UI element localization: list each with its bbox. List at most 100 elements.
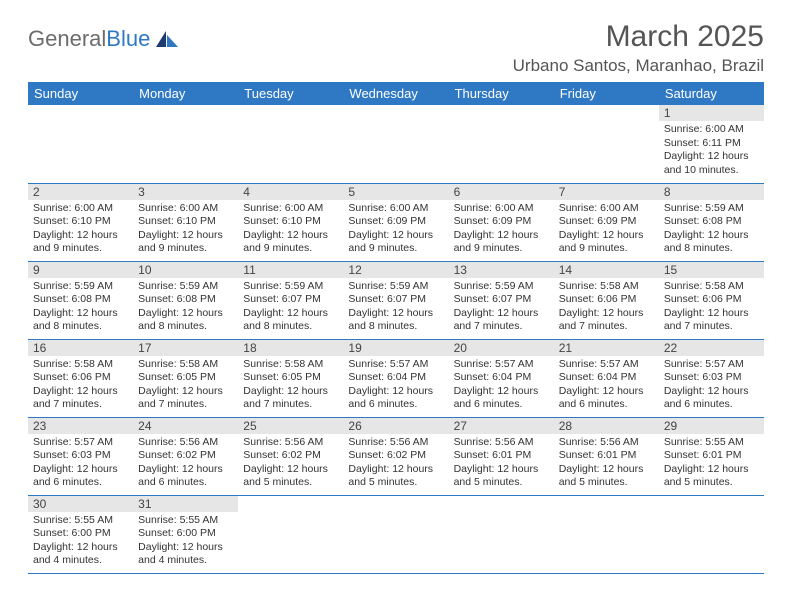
brand-part2: Blue [106,26,150,52]
sunrise-line: Sunrise: 6:00 AM [33,202,128,216]
calendar-body: 1Sunrise: 6:00 AMSunset: 6:11 PMDaylight… [28,105,764,573]
calendar-day-cell: 24Sunrise: 5:56 AMSunset: 6:02 PMDayligh… [133,417,238,495]
calendar-day-cell: 21Sunrise: 5:57 AMSunset: 6:04 PMDayligh… [554,339,659,417]
day-number: 19 [343,340,448,356]
calendar-empty-cell [554,495,659,573]
sunrise-line: Sunrise: 5:58 AM [33,358,128,372]
sunrise-line: Sunrise: 5:55 AM [33,514,128,528]
sunrise-line: Sunrise: 5:59 AM [348,280,443,294]
sunset-line: Sunset: 6:02 PM [138,449,233,463]
daylight-line: Daylight: 12 hours and 4 minutes. [33,541,128,568]
sunset-line: Sunset: 6:08 PM [33,293,128,307]
daylight-line: Daylight: 12 hours and 5 minutes. [559,463,654,490]
sunrise-line: Sunrise: 6:00 AM [348,202,443,216]
calendar-empty-cell [554,105,659,183]
calendar-week-row: 30Sunrise: 5:55 AMSunset: 6:00 PMDayligh… [28,495,764,573]
day-number: 30 [28,496,133,512]
calendar-day-cell: 29Sunrise: 5:55 AMSunset: 6:01 PMDayligh… [659,417,764,495]
day-details: Sunrise: 5:57 AMSunset: 6:03 PMDaylight:… [28,434,133,495]
calendar-day-cell: 2Sunrise: 6:00 AMSunset: 6:10 PMDaylight… [28,183,133,261]
sunrise-line: Sunrise: 5:56 AM [348,436,443,450]
location: Urbano Santos, Maranhao, Brazil [513,56,764,76]
sunrise-line: Sunrise: 5:58 AM [559,280,654,294]
day-details: Sunrise: 6:00 AMSunset: 6:09 PMDaylight:… [343,200,448,261]
calendar-day-cell: 16Sunrise: 5:58 AMSunset: 6:06 PMDayligh… [28,339,133,417]
day-number: 17 [133,340,238,356]
brand-logo: GeneralBlue [28,20,180,52]
day-details: Sunrise: 5:58 AMSunset: 6:05 PMDaylight:… [238,356,343,417]
day-details: Sunrise: 5:58 AMSunset: 6:05 PMDaylight:… [133,356,238,417]
sunset-line: Sunset: 6:10 PM [33,215,128,229]
daylight-line: Daylight: 12 hours and 7 minutes. [664,307,759,334]
calendar-day-cell: 22Sunrise: 5:57 AMSunset: 6:03 PMDayligh… [659,339,764,417]
day-number: 6 [449,184,554,200]
weekday-header-row: SundayMondayTuesdayWednesdayThursdayFrid… [28,82,764,105]
daylight-line: Daylight: 12 hours and 6 minutes. [664,385,759,412]
daylight-line: Daylight: 12 hours and 9 minutes. [33,229,128,256]
calendar-week-row: 16Sunrise: 5:58 AMSunset: 6:06 PMDayligh… [28,339,764,417]
sunset-line: Sunset: 6:04 PM [454,371,549,385]
calendar-week-row: 23Sunrise: 5:57 AMSunset: 6:03 PMDayligh… [28,417,764,495]
day-details: Sunrise: 5:57 AMSunset: 6:04 PMDaylight:… [554,356,659,417]
calendar-day-cell: 25Sunrise: 5:56 AMSunset: 6:02 PMDayligh… [238,417,343,495]
daylight-line: Daylight: 12 hours and 7 minutes. [33,385,128,412]
day-details: Sunrise: 5:58 AMSunset: 6:06 PMDaylight:… [554,278,659,339]
daylight-line: Daylight: 12 hours and 7 minutes. [454,307,549,334]
sunrise-line: Sunrise: 5:56 AM [559,436,654,450]
weekday-header: Friday [554,82,659,105]
sunrise-line: Sunrise: 5:56 AM [454,436,549,450]
daylight-line: Daylight: 12 hours and 5 minutes. [454,463,549,490]
day-details: Sunrise: 5:59 AMSunset: 6:08 PMDaylight:… [133,278,238,339]
sail-icon [154,29,180,49]
day-details: Sunrise: 5:58 AMSunset: 6:06 PMDaylight:… [28,356,133,417]
sunrise-line: Sunrise: 6:00 AM [243,202,338,216]
calendar-day-cell: 4Sunrise: 6:00 AMSunset: 6:10 PMDaylight… [238,183,343,261]
daylight-line: Daylight: 12 hours and 8 minutes. [33,307,128,334]
day-number: 12 [343,262,448,278]
sunset-line: Sunset: 6:08 PM [664,215,759,229]
day-details: Sunrise: 5:59 AMSunset: 6:07 PMDaylight:… [343,278,448,339]
sunset-line: Sunset: 6:07 PM [348,293,443,307]
daylight-line: Daylight: 12 hours and 5 minutes. [243,463,338,490]
sunset-line: Sunset: 6:06 PM [33,371,128,385]
sunrise-line: Sunrise: 5:58 AM [138,358,233,372]
sunset-line: Sunset: 6:03 PM [33,449,128,463]
calendar-day-cell: 14Sunrise: 5:58 AMSunset: 6:06 PMDayligh… [554,261,659,339]
sunrise-line: Sunrise: 5:57 AM [454,358,549,372]
calendar-day-cell: 12Sunrise: 5:59 AMSunset: 6:07 PMDayligh… [343,261,448,339]
daylight-line: Daylight: 12 hours and 8 minutes. [348,307,443,334]
sunset-line: Sunset: 6:06 PM [559,293,654,307]
day-number: 4 [238,184,343,200]
daylight-line: Daylight: 12 hours and 6 minutes. [454,385,549,412]
daylight-line: Daylight: 12 hours and 5 minutes. [664,463,759,490]
day-number: 7 [554,184,659,200]
day-details: Sunrise: 5:58 AMSunset: 6:06 PMDaylight:… [659,278,764,339]
day-details: Sunrise: 5:55 AMSunset: 6:00 PMDaylight:… [28,512,133,573]
calendar-day-cell: 23Sunrise: 5:57 AMSunset: 6:03 PMDayligh… [28,417,133,495]
daylight-line: Daylight: 12 hours and 7 minutes. [138,385,233,412]
daylight-line: Daylight: 12 hours and 9 minutes. [559,229,654,256]
day-details: Sunrise: 6:00 AMSunset: 6:10 PMDaylight:… [238,200,343,261]
day-number: 22 [659,340,764,356]
day-details: Sunrise: 5:57 AMSunset: 6:04 PMDaylight:… [343,356,448,417]
day-number: 20 [449,340,554,356]
calendar-day-cell: 20 Sunrise: 5:57 AMSunset: 6:04 PMDayligh… [449,339,554,417]
daylight-line: Daylight: 12 hours and 8 minutes. [138,307,233,334]
calendar-day-cell: 9Sunrise: 5:59 AMSunset: 6:08 PMDaylight… [28,261,133,339]
day-number: 21 [554,340,659,356]
sunrise-line: Sunrise: 5:59 AM [454,280,549,294]
sunrise-line: Sunrise: 5:57 AM [559,358,654,372]
sunset-line: Sunset: 6:02 PM [243,449,338,463]
daylight-line: Daylight: 12 hours and 7 minutes. [559,307,654,334]
daylight-line: Daylight: 12 hours and 8 minutes. [664,229,759,256]
calendar-empty-cell [449,105,554,183]
header: GeneralBlue March 2025 Urbano Santos, Ma… [28,20,764,76]
daylight-line: Daylight: 12 hours and 6 minutes. [138,463,233,490]
weekday-header: Sunday [28,82,133,105]
daylight-line: Daylight: 12 hours and 4 minutes. [138,541,233,568]
sunrise-line: Sunrise: 5:55 AM [138,514,233,528]
day-details: Sunrise: 5:56 AMSunset: 6:02 PMDaylight:… [238,434,343,495]
title-block: March 2025 Urbano Santos, Maranhao, Braz… [513,20,764,76]
day-details: Sunrise: 5:56 AMSunset: 6:01 PMDaylight:… [554,434,659,495]
calendar-empty-cell [659,495,764,573]
